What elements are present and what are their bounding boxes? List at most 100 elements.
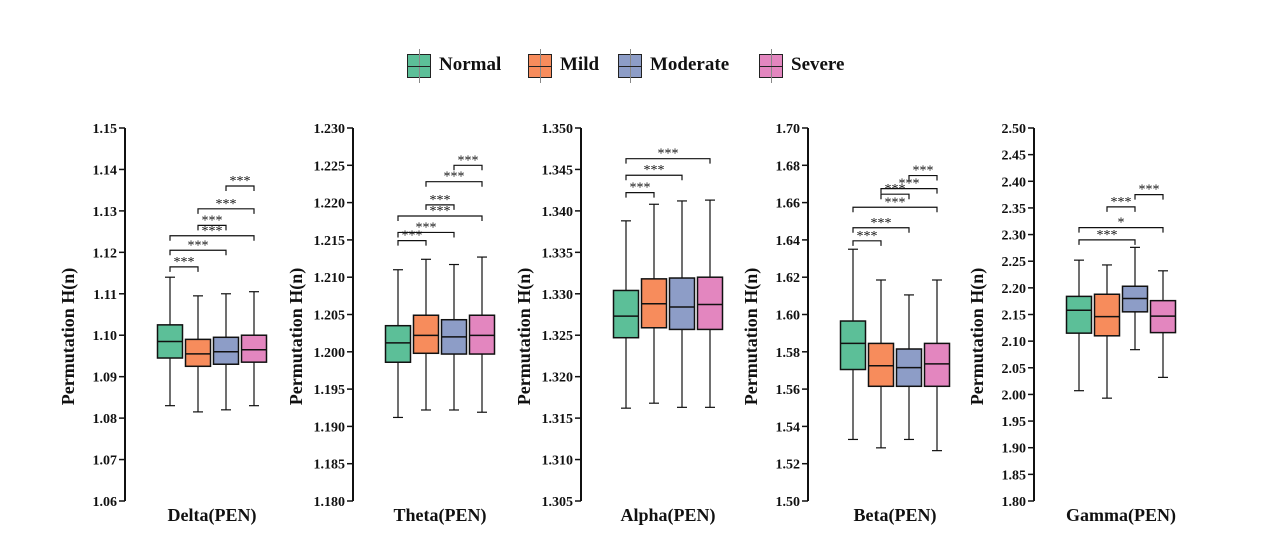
x-axis-title: Theta(PEN) [394,505,487,526]
significance-label: *** [230,174,251,189]
x-axis-title: Delta(PEN) [168,505,257,526]
bracket-line [852,227,910,233]
y-tick-label: 2.20 [1002,282,1027,297]
bracket-line [397,215,483,222]
significance-label: *** [1097,228,1118,243]
legend-label-normal: Normal [439,54,502,75]
significance-label: *** [658,147,679,162]
y-axis-title: Permutation H(n) [58,268,79,405]
bracket-line [852,240,882,246]
y-tick-label: 1.200 [314,346,346,361]
panel-0: 1.06 1.07 1.08 1.09 1.10 1.11 1.12 1.13 1.14 1.15… [58,122,268,526]
y-tick-label: 1.310 [542,454,574,469]
y-axis-title: Permutation H(n) [286,268,307,405]
y-tick-label: 1.68 [776,159,801,174]
significance-bracket: *** [169,255,199,272]
significance-label: *** [202,213,223,228]
y-tick-label: 1.95 [1002,415,1027,430]
significance-bracket: *** [1106,195,1136,212]
legend-label-moderate: Moderate [650,54,730,75]
y-tick-label: 2.35 [1002,202,1027,217]
bracket-line [197,208,255,214]
y-axis-title: Permutation H(n) [514,268,535,405]
y-tick-label: 1.330 [542,288,574,303]
box-iqr [923,342,951,388]
bracket-line [625,192,655,198]
y-tick-label: 2.40 [1002,175,1027,190]
bracket-line [908,174,938,181]
significance-bracket: *** [425,193,455,210]
box-iqr [696,276,724,331]
box-iqr [384,324,412,363]
significance-bracket: *** [908,164,938,181]
y-axis-title: Permutation H(n) [967,268,988,405]
box-severe [468,256,496,413]
y-tick-label: 1.320 [542,371,574,386]
box-moderate [668,200,696,408]
bracket-line [880,193,910,200]
significance-bracket: *** [625,147,711,164]
y-tick-label: 1.350 [542,122,574,137]
significance-label: *** [1139,183,1160,198]
bracket-line [1078,227,1164,233]
box-iqr [1065,295,1093,334]
significance-bracket: *** [880,182,910,200]
y-tick-label: 2.10 [1002,335,1027,350]
significance-label: *** [630,181,651,196]
significance-bracket: *** [453,153,483,171]
y-tick-label: 2.05 [1002,362,1027,377]
y-tick-label: 1.50 [776,495,801,510]
legend-swatch-moderate [618,49,642,83]
box-normal [1065,259,1093,392]
significance-bracket: *** [169,238,227,256]
bracket-line [225,185,255,192]
significance-label: *** [913,164,934,179]
significance-bracket: *** [197,197,255,214]
legend-swatch-mild [528,49,552,83]
significance-label: *** [458,153,479,168]
bracket-line [453,164,483,171]
box-mild [412,258,440,411]
box-moderate [440,263,468,411]
y-tick-label: 1.13 [93,205,118,220]
significance-bracket: * [1078,216,1164,233]
y-tick-label: 1.345 [542,163,574,178]
y-tick-label: 1.220 [314,197,346,212]
significance-bracket: *** [225,174,255,192]
significance-bracket: *** [625,181,655,198]
significance-label: *** [216,197,237,212]
y-tick-label: 1.10 [93,329,118,344]
y-tick-label: 1.52 [776,458,801,473]
y-tick-label: 1.56 [776,383,801,398]
y-tick-label: 1.60 [776,309,801,324]
box-severe [1149,270,1177,378]
y-tick-label: 1.06 [93,495,118,510]
bracket-line [197,224,227,231]
y-tick-label: 1.11 [93,288,117,303]
y-tick-label: 1.08 [93,412,118,427]
significance-bracket: *** [1134,183,1164,200]
box-iqr [668,277,696,331]
panel-4: 1.80 1.85 1.90 1.95 2.00 2.05 2.10 2.15 2.20 2.25… [967,122,1177,526]
bracket-line [1106,206,1136,212]
significance-label: *** [430,193,451,208]
significance-label: *** [871,216,892,231]
significance-label: *** [174,255,195,270]
y-tick-label: 1.14 [93,163,118,178]
significance-bracket: *** [197,213,227,231]
y-tick-label: 2.45 [1002,149,1027,164]
y-tick-label: 1.225 [314,159,346,174]
y-tick-label: 1.15 [93,122,118,137]
box-normal [612,220,640,409]
panel-2: 1.305 1.310 1.315 1.320 1.325 1.330 1.335 1.340… [514,122,724,526]
y-tick-label: 1.190 [314,420,346,435]
y-tick-label: 1.90 [1002,442,1027,457]
significance-label: *** [430,204,451,219]
significance-label: *** [444,170,465,185]
y-tick-label: 1.64 [776,234,801,249]
bracket-line [397,240,427,246]
legend-swatch-normal [407,49,431,83]
y-tick-label: 1.305 [542,495,574,510]
y-tick-label: 1.335 [542,246,574,261]
